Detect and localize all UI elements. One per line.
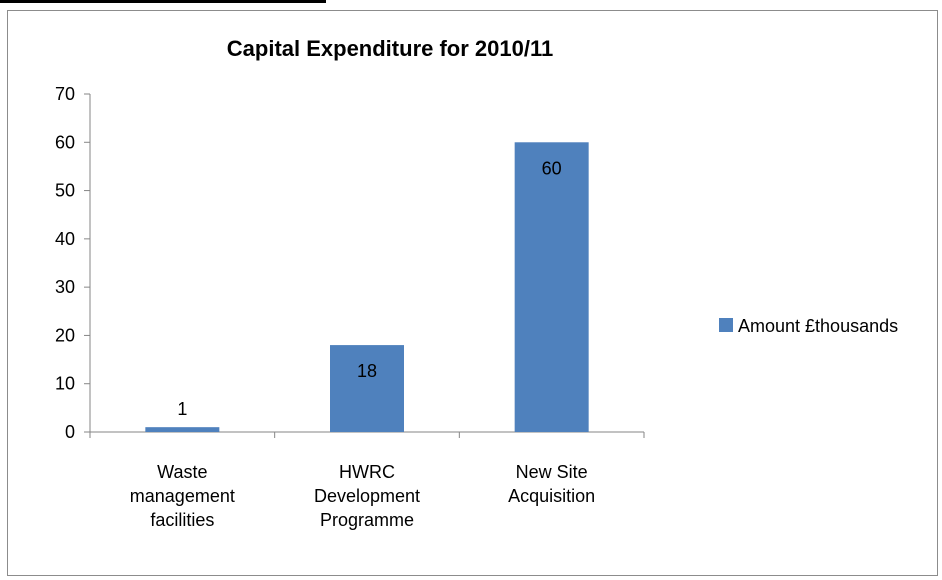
x-category-label: Programme [320,510,414,530]
x-category-label: Waste [157,462,207,482]
y-tick-label: 50 [55,181,75,201]
chart-area: Capital Expenditure for 2010/11 0 10 20 30 4… [7,10,938,576]
data-label: 60 [542,158,562,178]
y-tick-label: 20 [55,325,75,345]
y-tick-label: 30 [55,277,75,297]
x-category-label: management [130,486,235,506]
chart-title: Capital Expenditure for 2010/11 [227,36,553,61]
chart-svg: Capital Expenditure for 2010/11 0 10 20 30 4… [55,36,898,530]
y-tick-label: 40 [55,229,75,249]
data-label: 18 [357,361,377,381]
bar [514,142,589,433]
x-category-label: Development [314,486,420,506]
x-category-label: Acquisition [508,486,595,506]
x-category-label: facilities [150,510,214,530]
bar [145,427,220,432]
data-label: 1 [177,399,187,419]
legend-label: Amount £thousands [738,316,898,336]
y-tick-label: 10 [55,374,75,394]
y-tick-label: 0 [65,422,75,442]
top-rule [0,0,326,3]
bar [330,345,404,432]
y-tick-label: 70 [55,84,75,104]
legend-swatch [719,318,733,332]
legend: Amount £thousands [719,316,898,336]
x-category-label: HWRC [339,462,395,482]
plot-area: 0 10 20 30 40 50 60 70 1 Waste management facilitie… [55,84,645,530]
x-category-label: New Site [516,462,588,482]
y-tick-label: 60 [55,132,75,152]
